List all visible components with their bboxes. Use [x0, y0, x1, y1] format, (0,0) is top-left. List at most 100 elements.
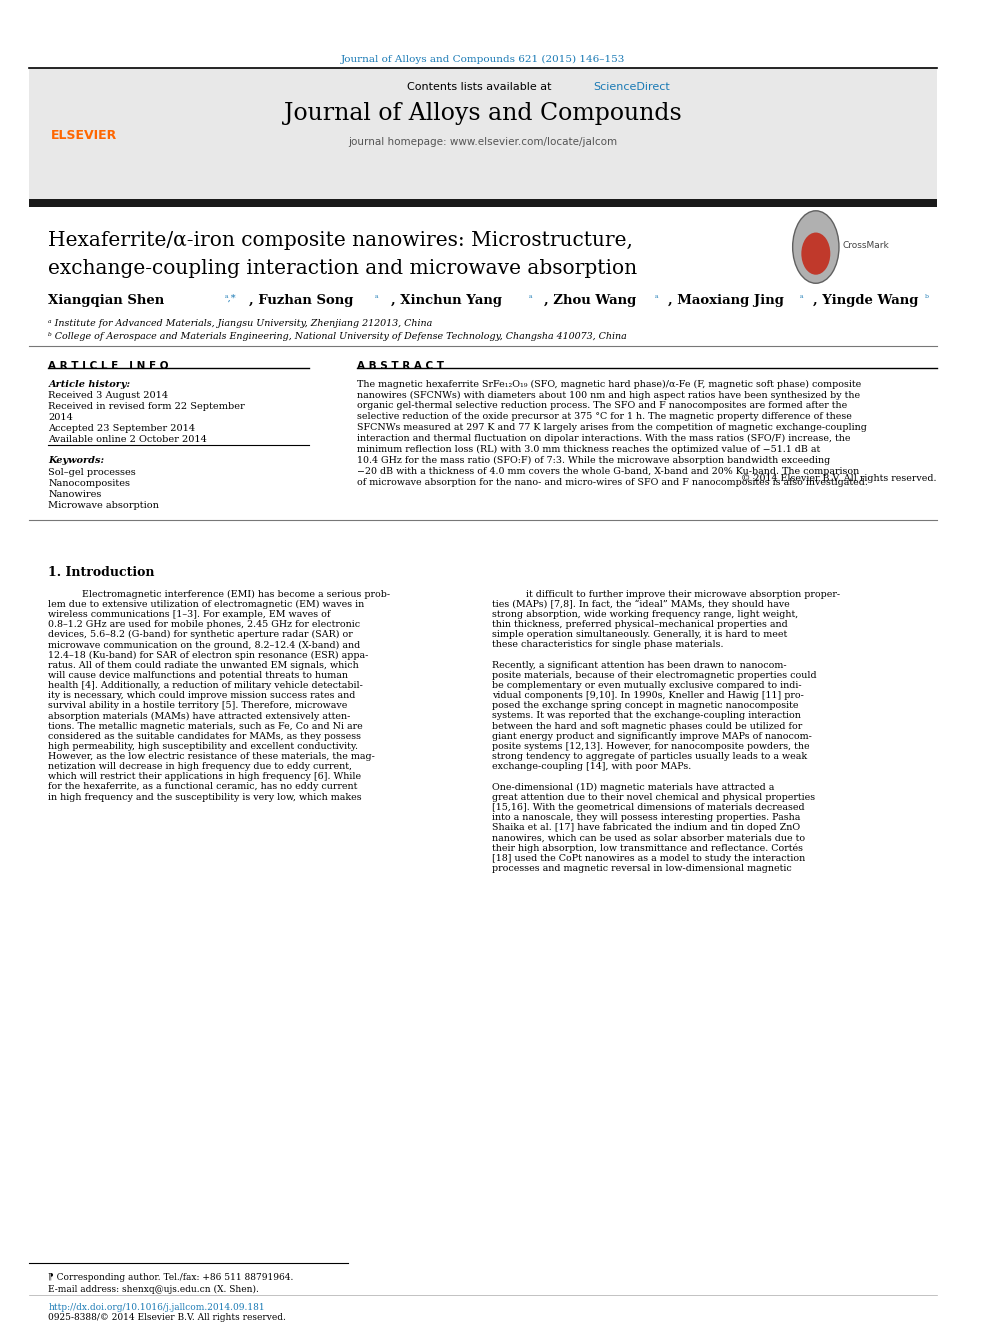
Text: ScienceDirect: ScienceDirect — [593, 82, 670, 91]
Text: devices, 5.6–8.2 (G-band) for synthetic aperture radar (SAR) or: devices, 5.6–8.2 (G-band) for synthetic … — [49, 630, 353, 639]
Text: organic gel-thermal selective reduction process. The SFO and F nanocomposites ar: organic gel-thermal selective reduction … — [357, 401, 847, 410]
Ellipse shape — [802, 233, 830, 275]
Text: of microwave absorption for the nano- and micro-wires of SFO and F nanocomposite: of microwave absorption for the nano- an… — [357, 478, 868, 487]
Text: [18] used the CoPt nanowires as a model to study the interaction: [18] used the CoPt nanowires as a model … — [492, 853, 806, 863]
Text: wireless communications [1–3]. For example, EM waves of: wireless communications [1–3]. For examp… — [49, 610, 330, 619]
Text: −20 dB with a thickness of 4.0 mm covers the whole G-band, X-band and 20% Ku-ban: −20 dB with a thickness of 4.0 mm covers… — [357, 467, 859, 476]
Text: ᵃ Institute for Advanced Materials, Jiangsu University, Zhenjiang 212013, China: ᵃ Institute for Advanced Materials, Jian… — [49, 319, 433, 328]
Text: The magnetic hexaferrite SrFe₁₂O₁₉ (SFO, magnetic hard phase)/α-Fe (F, magnetic : The magnetic hexaferrite SrFe₁₂O₁₉ (SFO,… — [357, 380, 861, 389]
Text: thin thickness, preferred physical–mechanical properties and: thin thickness, preferred physical–mecha… — [492, 620, 788, 630]
Text: journal homepage: www.elsevier.com/locate/jalcom: journal homepage: www.elsevier.com/locat… — [348, 138, 617, 147]
Text: into a nanoscale, they will possess interesting properties. Pasha: into a nanoscale, they will possess inte… — [492, 812, 801, 822]
Text: ᵃ,*: ᵃ,* — [225, 294, 236, 303]
Text: posed the exchange spring concept in magnetic nanocomposite: posed the exchange spring concept in mag… — [492, 701, 799, 710]
Text: for the hexaferrite, as a functional ceramic, has no eddy current: for the hexaferrite, as a functional cer… — [49, 782, 358, 791]
Text: 2014: 2014 — [49, 413, 73, 422]
Text: be complementary or even mutually exclusive compared to indi-: be complementary or even mutually exclus… — [492, 681, 802, 691]
Text: ᵃ: ᵃ — [375, 294, 378, 303]
Text: 12.4–18 (Ku-band) for SAR of electron spin resonance (ESR) appa-: 12.4–18 (Ku-band) for SAR of electron sp… — [49, 651, 369, 660]
Text: ᵇ College of Aerospace and Materials Engineering, National University of Defense: ᵇ College of Aerospace and Materials Eng… — [49, 332, 627, 341]
Text: However, as the low electric resistance of these materials, the mag-: However, as the low electric resistance … — [49, 751, 375, 761]
Text: health [4]. Additionally, a reduction of military vehicle detectabil-: health [4]. Additionally, a reduction of… — [49, 681, 363, 691]
Text: © 2014 Elsevier B.V. All rights reserved.: © 2014 Elsevier B.V. All rights reserved… — [741, 474, 936, 483]
Text: Journal of Alloys and Compounds: Journal of Alloys and Compounds — [284, 102, 682, 124]
Bar — [29, 200, 936, 208]
Text: posite materials, because of their electromagnetic properties could: posite materials, because of their elect… — [492, 671, 817, 680]
Text: nanowires (SFCNWs) with diameters about 100 nm and high aspect ratios have been : nanowires (SFCNWs) with diameters about … — [357, 390, 860, 400]
Text: Received 3 August 2014: Received 3 August 2014 — [49, 392, 169, 401]
Text: processes and magnetic reversal in low-dimensional magnetic: processes and magnetic reversal in low-d… — [492, 864, 793, 873]
Text: Recently, a significant attention has been drawn to nanocom-: Recently, a significant attention has be… — [492, 660, 787, 669]
Text: , Xinchun Yang: , Xinchun Yang — [391, 294, 507, 307]
Text: will cause device malfunctions and potential threats to human: will cause device malfunctions and poten… — [49, 671, 348, 680]
Text: selective reduction of the oxide precursor at 375 °C for 1 h. The magnetic prope: selective reduction of the oxide precurs… — [357, 413, 852, 421]
Text: ᵃ: ᵃ — [529, 294, 533, 303]
Text: exchange-coupling [14], with poor MAPs.: exchange-coupling [14], with poor MAPs. — [492, 762, 691, 771]
Text: CrossMark: CrossMark — [843, 241, 890, 250]
Text: strong tendency to aggregate of particles usually leads to a weak: strong tendency to aggregate of particle… — [492, 751, 807, 761]
Text: Accepted 23 September 2014: Accepted 23 September 2014 — [49, 425, 195, 434]
Text: E-mail address: shenxq@ujs.edu.cn (X. Shen).: E-mail address: shenxq@ujs.edu.cn (X. Sh… — [49, 1285, 259, 1294]
Text: [15,16]. With the geometrical dimensions of materials decreased: [15,16]. With the geometrical dimensions… — [492, 803, 806, 812]
Text: Electromagnetic interference (EMI) has become a serious prob-: Electromagnetic interference (EMI) has b… — [82, 590, 390, 599]
Text: Sol–gel processes: Sol–gel processes — [49, 468, 136, 478]
Text: posite systems [12,13]. However, for nanocomposite powders, the: posite systems [12,13]. However, for nan… — [492, 742, 810, 751]
Text: lem due to extensive utilization of electromagnetic (EM) waves in: lem due to extensive utilization of elec… — [49, 599, 364, 609]
Text: , Fuzhan Song: , Fuzhan Song — [249, 294, 358, 307]
Text: Shaika et al. [17] have fabricated the indium and tin doped ZnO: Shaika et al. [17] have fabricated the i… — [492, 823, 801, 832]
Text: high permeability, high susceptibility and excellent conductivity.: high permeability, high susceptibility a… — [49, 742, 358, 751]
Text: ties (MAPs) [7,8]. In fact, the “ideal” MAMs, they should have: ties (MAPs) [7,8]. In fact, the “ideal” … — [492, 599, 791, 609]
Text: vidual components [9,10]. In 1990s, Kneller and Hawig [11] pro-: vidual components [9,10]. In 1990s, Knel… — [492, 691, 805, 700]
Text: interaction and thermal fluctuation on dipolar interactions. With the mass ratio: interaction and thermal fluctuation on d… — [357, 434, 851, 443]
Text: ᵃ: ᵃ — [655, 294, 659, 303]
Text: great attention due to their novel chemical and physical properties: great attention due to their novel chemi… — [492, 792, 815, 802]
Text: 1. Introduction: 1. Introduction — [49, 566, 155, 578]
Text: Keywords:: Keywords: — [49, 456, 104, 466]
Text: Available online 2 October 2014: Available online 2 October 2014 — [49, 435, 207, 445]
Text: Nanowires: Nanowires — [49, 490, 101, 499]
Text: ity is necessary, which could improve mission success rates and: ity is necessary, which could improve mi… — [49, 691, 356, 700]
Text: in high frequency and the susceptibility is very low, which makes: in high frequency and the susceptibility… — [49, 792, 362, 802]
Text: these characteristics for single phase materials.: these characteristics for single phase m… — [492, 640, 724, 650]
Text: microwave communication on the ground, 8.2–12.4 (X-band) and: microwave communication on the ground, 8… — [49, 640, 360, 650]
Text: their high absorption, low transmittance and reflectance. Cortés: their high absorption, low transmittance… — [492, 843, 804, 853]
Text: tions. The metallic magnetic materials, such as Fe, Co and Ni are: tions. The metallic magnetic materials, … — [49, 721, 363, 730]
Text: ELSEVIER: ELSEVIER — [52, 130, 117, 143]
Text: ᵃ: ᵃ — [800, 294, 804, 303]
Text: systems. It was reported that the exchange-coupling interaction: systems. It was reported that the exchan… — [492, 712, 802, 721]
Text: it difficult to further improve their microwave absorption proper-: it difficult to further improve their mi… — [526, 590, 840, 599]
Text: ratus. All of them could radiate the unwanted EM signals, which: ratus. All of them could radiate the unw… — [49, 660, 359, 669]
Text: 0.8–1.2 GHz are used for mobile phones, 2.45 GHz for electronic: 0.8–1.2 GHz are used for mobile phones, … — [49, 620, 360, 630]
Text: absorption materials (MAMs) have attracted extensively atten-: absorption materials (MAMs) have attract… — [49, 712, 350, 721]
Text: , Zhou Wang: , Zhou Wang — [544, 294, 641, 307]
Text: survival ability in a hostile territory [5]. Therefore, microwave: survival ability in a hostile territory … — [49, 701, 347, 710]
Text: One-dimensional (1D) magnetic materials have attracted a: One-dimensional (1D) magnetic materials … — [492, 782, 775, 791]
Text: considered as the suitable candidates for MAMs, as they possess: considered as the suitable candidates fo… — [49, 732, 361, 741]
Text: giant energy product and significantly improve MAPs of nanocom-: giant energy product and significantly i… — [492, 732, 812, 741]
Text: 10.4 GHz for the mass ratio (SFO:F) of 7:3. While the microwave absorption bandw: 10.4 GHz for the mass ratio (SFO:F) of 7… — [357, 456, 830, 466]
Text: , Yingde Wang: , Yingde Wang — [812, 294, 923, 307]
Text: between the hard and soft magnetic phases could be utilized for: between the hard and soft magnetic phase… — [492, 721, 803, 730]
Text: A B S T R A C T: A B S T R A C T — [357, 361, 444, 370]
Text: Journal of Alloys and Compounds 621 (2015) 146–153: Journal of Alloys and Compounds 621 (201… — [340, 54, 625, 64]
Text: nanowires, which can be used as solar absorber materials due to: nanowires, which can be used as solar ab… — [492, 833, 806, 843]
Ellipse shape — [793, 210, 839, 283]
Text: ᵇ: ᵇ — [925, 294, 929, 303]
Text: simple operation simultaneously. Generally, it is hard to meet: simple operation simultaneously. General… — [492, 630, 788, 639]
Bar — [29, 67, 936, 201]
Text: Hexaferrite/α-iron composite nanowires: Microstructure,: Hexaferrite/α-iron composite nanowires: … — [49, 232, 633, 250]
Text: netization will decrease in high frequency due to eddy current,: netization will decrease in high frequen… — [49, 762, 352, 771]
Text: strong absorption, wide working frequency range, light weight,: strong absorption, wide working frequenc… — [492, 610, 799, 619]
Text: which will restrict their applications in high frequency [6]. While: which will restrict their applications i… — [49, 773, 361, 782]
Text: minimum reflection loss (RL) with 3.0 mm thickness reaches the optimized value o: minimum reflection loss (RL) with 3.0 mm… — [357, 445, 820, 454]
Text: Contents lists available at: Contents lists available at — [407, 82, 558, 91]
Text: ⁋ Corresponding author. Tel./fax: +86 511 88791964.: ⁋ Corresponding author. Tel./fax: +86 51… — [49, 1273, 294, 1282]
Text: Article history:: Article history: — [49, 380, 130, 389]
Text: exchange-coupling interaction and microwave absorption: exchange-coupling interaction and microw… — [49, 259, 638, 278]
Text: Received in revised form 22 September: Received in revised form 22 September — [49, 402, 245, 411]
Text: SFCNWs measured at 297 K and 77 K largely arises from the competition of magneti: SFCNWs measured at 297 K and 77 K largel… — [357, 423, 867, 433]
Text: 0925-8388/© 2014 Elsevier B.V. All rights reserved.: 0925-8388/© 2014 Elsevier B.V. All right… — [49, 1312, 286, 1322]
Text: Xiangqian Shen: Xiangqian Shen — [49, 294, 170, 307]
Text: Microwave absorption: Microwave absorption — [49, 501, 159, 511]
Text: A R T I C L E   I N F O: A R T I C L E I N F O — [49, 361, 169, 370]
